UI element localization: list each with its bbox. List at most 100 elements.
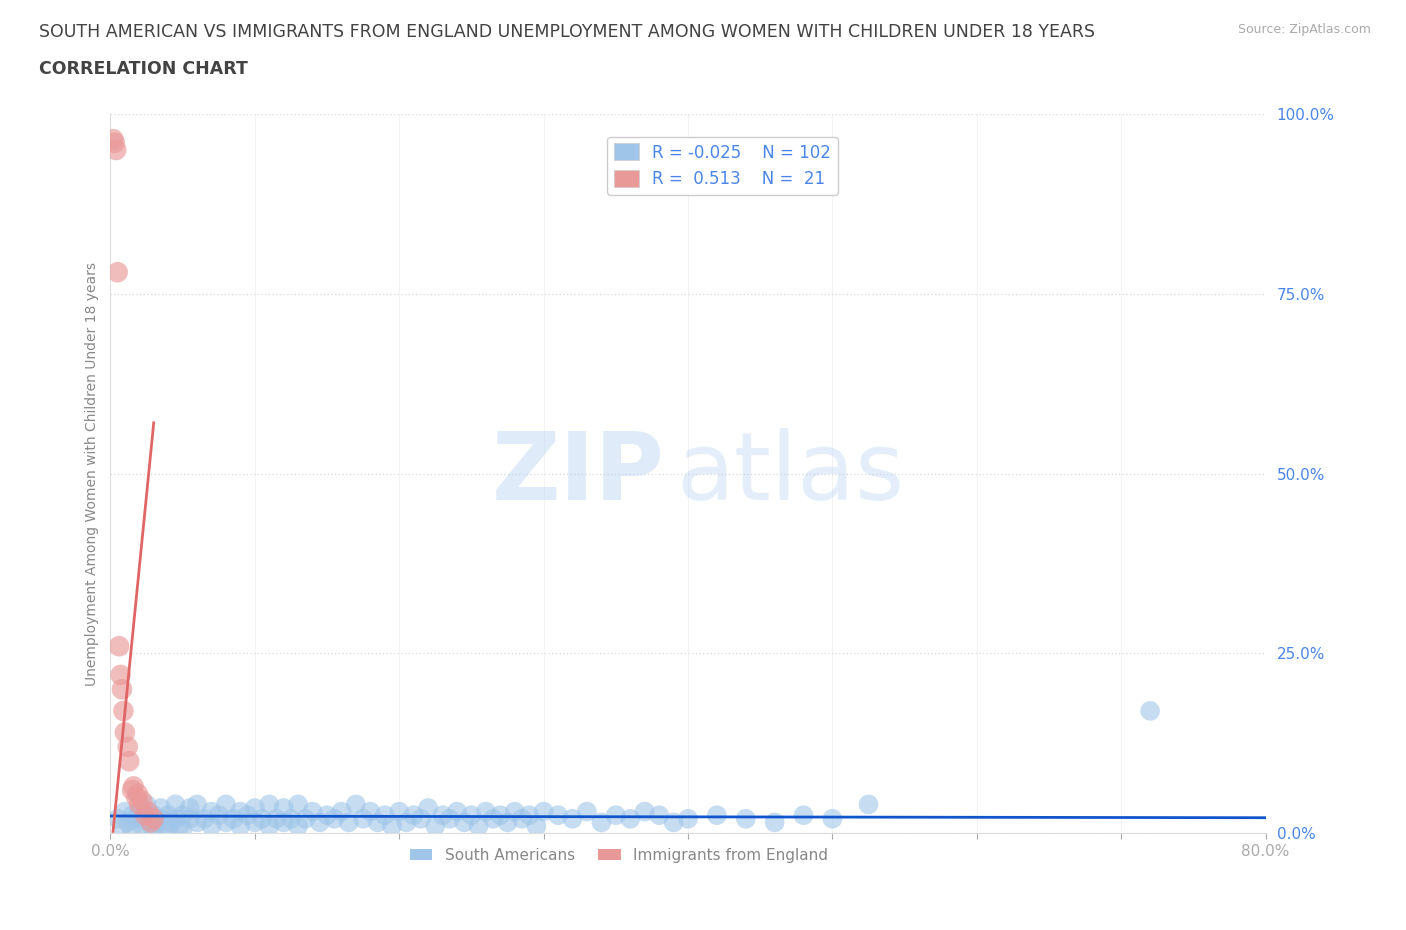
Point bbox=[301, 804, 323, 819]
Point bbox=[108, 639, 131, 654]
Point bbox=[142, 822, 165, 837]
Point bbox=[381, 818, 404, 833]
Point bbox=[104, 136, 127, 151]
Point bbox=[273, 801, 295, 816]
Point bbox=[676, 811, 699, 826]
Point bbox=[200, 818, 222, 833]
Point bbox=[482, 811, 505, 826]
Point bbox=[215, 815, 238, 830]
Point bbox=[359, 804, 381, 819]
Point bbox=[236, 808, 259, 823]
Point bbox=[165, 811, 187, 826]
Point bbox=[273, 815, 295, 830]
Text: SOUTH AMERICAN VS IMMIGRANTS FROM ENGLAND UNEMPLOYMENT AMONG WOMEN WITH CHILDREN: SOUTH AMERICAN VS IMMIGRANTS FROM ENGLAN… bbox=[39, 23, 1095, 41]
Point bbox=[229, 818, 252, 833]
Point bbox=[467, 818, 489, 833]
Point bbox=[496, 815, 519, 830]
Point bbox=[259, 797, 281, 812]
Point bbox=[561, 811, 583, 826]
Point bbox=[179, 801, 201, 816]
Point bbox=[280, 811, 302, 826]
Legend: South Americans, Immigrants from England: South Americans, Immigrants from England bbox=[404, 842, 834, 869]
Point bbox=[128, 797, 150, 812]
Point bbox=[127, 786, 149, 801]
Point bbox=[858, 797, 880, 812]
Point bbox=[250, 811, 273, 826]
Point bbox=[145, 815, 167, 830]
Point bbox=[149, 811, 172, 826]
Point bbox=[425, 818, 447, 833]
Point bbox=[229, 804, 252, 819]
Point bbox=[157, 822, 180, 837]
Point bbox=[330, 804, 353, 819]
Point bbox=[112, 703, 135, 718]
Point bbox=[648, 808, 671, 823]
Text: ZIP: ZIP bbox=[492, 428, 665, 520]
Point bbox=[432, 808, 454, 823]
Point bbox=[186, 797, 208, 812]
Point bbox=[294, 811, 316, 826]
Point bbox=[475, 804, 498, 819]
Point bbox=[155, 818, 177, 833]
Point bbox=[114, 804, 136, 819]
Text: atlas: atlas bbox=[676, 428, 904, 520]
Point bbox=[409, 811, 432, 826]
Point bbox=[533, 804, 555, 819]
Point bbox=[308, 815, 330, 830]
Point bbox=[121, 782, 143, 797]
Point bbox=[489, 808, 512, 823]
Point bbox=[374, 808, 396, 823]
Point bbox=[135, 797, 157, 812]
Point bbox=[222, 811, 245, 826]
Point bbox=[763, 815, 786, 830]
Point bbox=[114, 725, 136, 740]
Point bbox=[179, 811, 201, 826]
Point bbox=[517, 808, 540, 823]
Point bbox=[266, 811, 288, 826]
Point bbox=[160, 815, 183, 830]
Point bbox=[215, 797, 238, 812]
Point bbox=[165, 797, 187, 812]
Point bbox=[136, 804, 159, 819]
Point bbox=[352, 811, 374, 826]
Point bbox=[706, 808, 728, 823]
Point bbox=[193, 811, 215, 826]
Point bbox=[575, 804, 598, 819]
Point bbox=[503, 804, 526, 819]
Point bbox=[402, 808, 425, 823]
Point bbox=[526, 818, 548, 833]
Point bbox=[591, 815, 613, 830]
Text: CORRELATION CHART: CORRELATION CHART bbox=[39, 60, 249, 78]
Point bbox=[117, 815, 139, 830]
Point bbox=[453, 815, 475, 830]
Point bbox=[243, 801, 266, 816]
Point bbox=[460, 808, 482, 823]
Point bbox=[169, 818, 191, 833]
Point bbox=[337, 815, 360, 830]
Point bbox=[662, 815, 685, 830]
Point bbox=[139, 815, 162, 830]
Point bbox=[128, 804, 150, 819]
Point bbox=[111, 818, 134, 833]
Point bbox=[446, 804, 468, 819]
Point bbox=[131, 818, 153, 833]
Point bbox=[107, 811, 129, 826]
Point bbox=[734, 811, 756, 826]
Point bbox=[103, 132, 125, 147]
Point bbox=[200, 804, 222, 819]
Point bbox=[142, 811, 165, 826]
Point bbox=[121, 822, 143, 837]
Point bbox=[388, 804, 411, 819]
Point bbox=[134, 808, 156, 823]
Point bbox=[316, 808, 339, 823]
Point bbox=[105, 142, 128, 157]
Point bbox=[142, 808, 165, 823]
Point bbox=[344, 797, 367, 812]
Point bbox=[367, 815, 389, 830]
Point bbox=[547, 808, 569, 823]
Point bbox=[208, 808, 231, 823]
Point bbox=[107, 265, 129, 280]
Point bbox=[157, 808, 180, 823]
Point bbox=[149, 801, 172, 816]
Point bbox=[510, 811, 533, 826]
